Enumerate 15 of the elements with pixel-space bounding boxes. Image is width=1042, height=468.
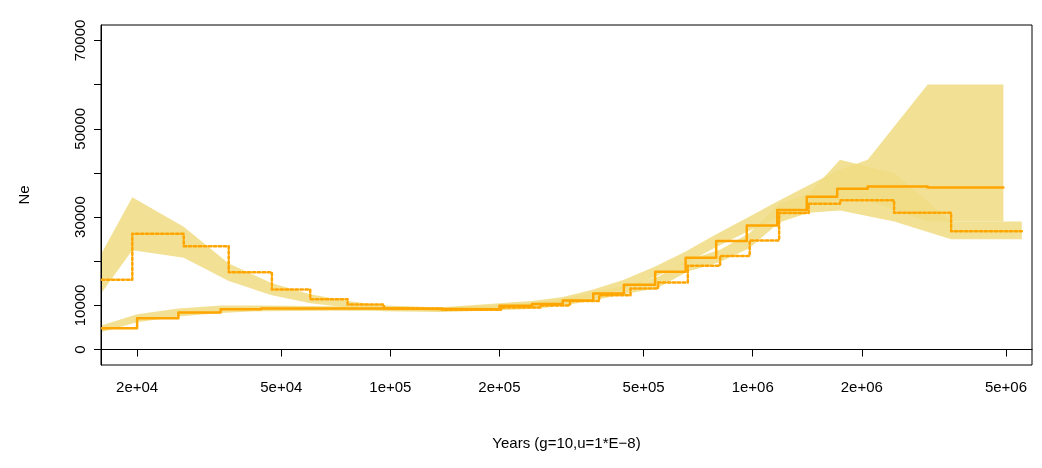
x-tick-label: 5e+04 xyxy=(260,378,303,395)
x-tick-label: 2e+06 xyxy=(840,378,883,395)
y-tick-label: 0 xyxy=(71,345,88,354)
y-tick-label: 30000 xyxy=(71,196,88,238)
y-axis-title: Ne xyxy=(15,185,32,205)
x-tick-label: 1e+06 xyxy=(731,378,774,395)
x-tick-label: 2e+05 xyxy=(478,378,521,395)
x-tick-label: 5e+05 xyxy=(622,378,665,395)
x-axis-title: Years (g=10,u=1*E−8) xyxy=(492,434,641,451)
y-tick-label: 70000 xyxy=(71,19,88,62)
y-tick-label: 50000 xyxy=(71,107,88,150)
x-tick-label: 2e+04 xyxy=(116,378,159,395)
y-tick-label: 10000 xyxy=(71,284,88,327)
x-tick-label: 1e+05 xyxy=(369,378,412,395)
x-tick-label: 5e+06 xyxy=(984,378,1028,395)
